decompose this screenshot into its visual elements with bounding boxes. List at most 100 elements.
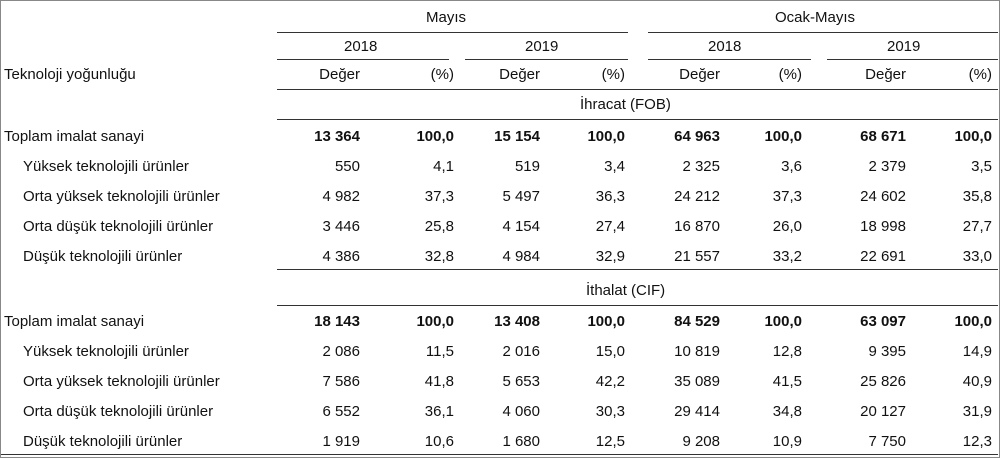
cell-percent: 3,4 — [604, 158, 625, 175]
divider — [465, 59, 628, 60]
cell-percent: 40,9 — [962, 373, 992, 390]
col-header-pct: (%) — [430, 66, 454, 83]
cell-percent: 26,0 — [772, 218, 802, 235]
divider — [827, 59, 998, 60]
cell-percent: 35,8 — [962, 188, 992, 205]
cell-percent: 10,9 — [772, 433, 802, 450]
divider — [648, 59, 811, 60]
cell-value: 4 060 — [502, 403, 540, 420]
cell-percent: 25,8 — [424, 218, 454, 235]
cell-value: 9 395 — [868, 343, 906, 360]
col-header-pct: (%) — [601, 66, 625, 83]
divider — [277, 269, 998, 270]
cell-percent: 10,6 — [424, 433, 454, 450]
cell-value: 2 379 — [868, 158, 906, 175]
col-header-deger: Değer — [499, 66, 540, 83]
cell-value: 4 984 — [502, 248, 540, 265]
divider — [277, 32, 628, 33]
cell-value: 4 386 — [322, 248, 360, 265]
cell-percent: 27,7 — [962, 218, 992, 235]
cell-value: 2 086 — [322, 343, 360, 360]
period-ocak-mayis-header: Ocak-Mayıs — [775, 9, 856, 26]
cell-value: 1 919 — [322, 433, 360, 450]
row-label: Düşük teknolojili ürünler — [23, 248, 183, 265]
cell-percent: 32,8 — [424, 248, 454, 265]
cell-value: 2 016 — [502, 343, 540, 360]
cell-value: 16 870 — [674, 218, 720, 235]
row-label: Orta yüksek teknolojili ürünler — [23, 188, 220, 205]
cell-value: 3 446 — [322, 218, 360, 235]
table-row: Yüksek teknolojili ürünler 550 4,1 519 3,4 2 … — [0, 152, 1000, 182]
year-header: 2019 — [525, 38, 559, 55]
table-row: Orta düşük teknolojili ürünler 3 446 25,8 4… — [0, 212, 1000, 242]
year-header: 2018 — [708, 38, 742, 55]
cell-percent: 100,0 — [954, 128, 992, 145]
cell-value: 25 826 — [860, 373, 906, 390]
cell-percent: 33,2 — [772, 248, 802, 265]
cell-percent: 36,3 — [595, 188, 625, 205]
cell-value: 550 — [334, 158, 360, 175]
cell-value: 63 097 — [860, 313, 906, 330]
row-label-header: Teknoloji yoğunluğu — [4, 66, 136, 83]
row-label: Orta düşük teknolojili ürünler — [23, 218, 214, 235]
cell-value: 20 127 — [860, 403, 906, 420]
cell-value: 68 671 — [860, 128, 906, 145]
row-label: Toplam imalat sanayi — [4, 313, 145, 330]
divider — [277, 305, 998, 306]
cell-value: 519 — [514, 158, 540, 175]
table-row: Orta yüksek teknolojili ürünler 7 586 41,8… — [0, 367, 1000, 397]
table-row: Toplam imalat sanayi 13 364 100,0 15 154 100… — [0, 122, 1000, 152]
row-label: Orta düşük teknolojili ürünler — [23, 403, 214, 420]
cell-value: 5 653 — [502, 373, 540, 390]
cell-percent: 100,0 — [416, 128, 454, 145]
col-header-deger: Değer — [319, 66, 360, 83]
cell-value: 84 529 — [674, 313, 720, 330]
divider — [277, 119, 998, 120]
col-header-deger: Değer — [679, 66, 720, 83]
cell-percent: 12,8 — [772, 343, 802, 360]
divider — [277, 89, 998, 90]
table-row: Orta düşük teknolojili ürünler 6 552 36,1 4… — [0, 397, 1000, 427]
cell-percent: 36,1 — [424, 403, 454, 420]
cell-value: 7 586 — [322, 373, 360, 390]
col-header-pct: (%) — [968, 66, 992, 83]
cell-value: 4 154 — [502, 218, 540, 235]
cell-percent: 41,5 — [772, 373, 802, 390]
cell-value: 15 154 — [494, 128, 540, 145]
cell-value: 18 143 — [314, 313, 360, 330]
cell-percent: 32,9 — [595, 248, 625, 265]
cell-percent: 100,0 — [764, 313, 802, 330]
cell-value: 64 963 — [674, 128, 720, 145]
cell-value: 2 325 — [682, 158, 720, 175]
cell-value: 35 089 — [674, 373, 720, 390]
cell-percent: 100,0 — [587, 128, 625, 145]
cell-percent: 37,3 — [424, 188, 454, 205]
row-label: Düşük teknolojili ürünler — [23, 433, 183, 450]
row-label: Toplam imalat sanayi — [4, 128, 145, 145]
row-label: Yüksek teknolojili ürünler — [23, 343, 189, 360]
cell-percent: 15,0 — [595, 343, 625, 360]
cell-value: 5 497 — [502, 188, 540, 205]
cell-value: 13 408 — [494, 313, 540, 330]
table-row: Orta yüksek teknolojili ürünler 4 982 37,3… — [0, 182, 1000, 212]
cell-percent: 14,9 — [962, 343, 992, 360]
section-title-ithalat: İthalat (CIF) — [586, 282, 666, 299]
cell-percent: 42,2 — [595, 373, 625, 390]
cell-percent: 37,3 — [772, 188, 802, 205]
divider — [1, 454, 998, 455]
cell-value: 29 414 — [674, 403, 720, 420]
cell-percent: 3,6 — [781, 158, 802, 175]
table-row: Yüksek teknolojili ürünler 2 086 11,5 2 016… — [0, 337, 1000, 367]
period-mayis-header: Mayıs — [426, 9, 467, 26]
cell-value: 9 208 — [682, 433, 720, 450]
cell-percent: 12,3 — [962, 433, 992, 450]
row-label: Yüksek teknolojili ürünler — [23, 158, 189, 175]
cell-percent: 27,4 — [595, 218, 625, 235]
table-row: Toplam imalat sanayi 18 143 100,0 13 408 100… — [0, 307, 1000, 337]
cell-value: 24 212 — [674, 188, 720, 205]
table-row: Düşük teknolojili ürünler 1 919 10,6 1 680 1… — [0, 427, 1000, 457]
year-header: 2019 — [887, 38, 921, 55]
cell-percent: 12,5 — [595, 433, 625, 450]
row-label: Orta yüksek teknolojili ürünler — [23, 373, 220, 390]
cell-percent: 30,3 — [595, 403, 625, 420]
